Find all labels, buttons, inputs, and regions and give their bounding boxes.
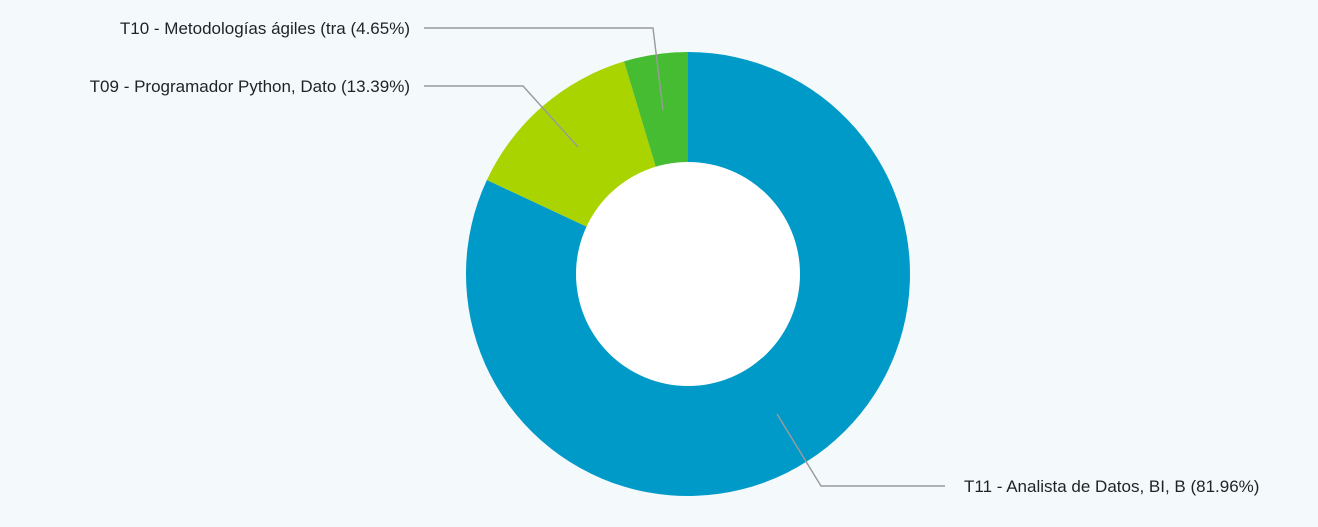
leader-lines-group bbox=[424, 27, 945, 487]
slice-label-t10: T10 - Metodologías ágiles (tra (4.65%) bbox=[120, 19, 410, 38]
labels-group: T11 - Analista de Datos, BI, B (81.96%) … bbox=[90, 19, 1260, 496]
slice-label-t09: T09 - Programador Python, Dato (13.39%) bbox=[90, 77, 410, 96]
donut-hole bbox=[576, 162, 800, 386]
leader-line-t11 bbox=[776, 413, 945, 487]
slice-label-t11: T11 - Analista de Datos, BI, B (81.96%) bbox=[964, 477, 1259, 496]
leader-line-t09 bbox=[424, 85, 579, 148]
leader-line-t10 bbox=[424, 27, 664, 111]
